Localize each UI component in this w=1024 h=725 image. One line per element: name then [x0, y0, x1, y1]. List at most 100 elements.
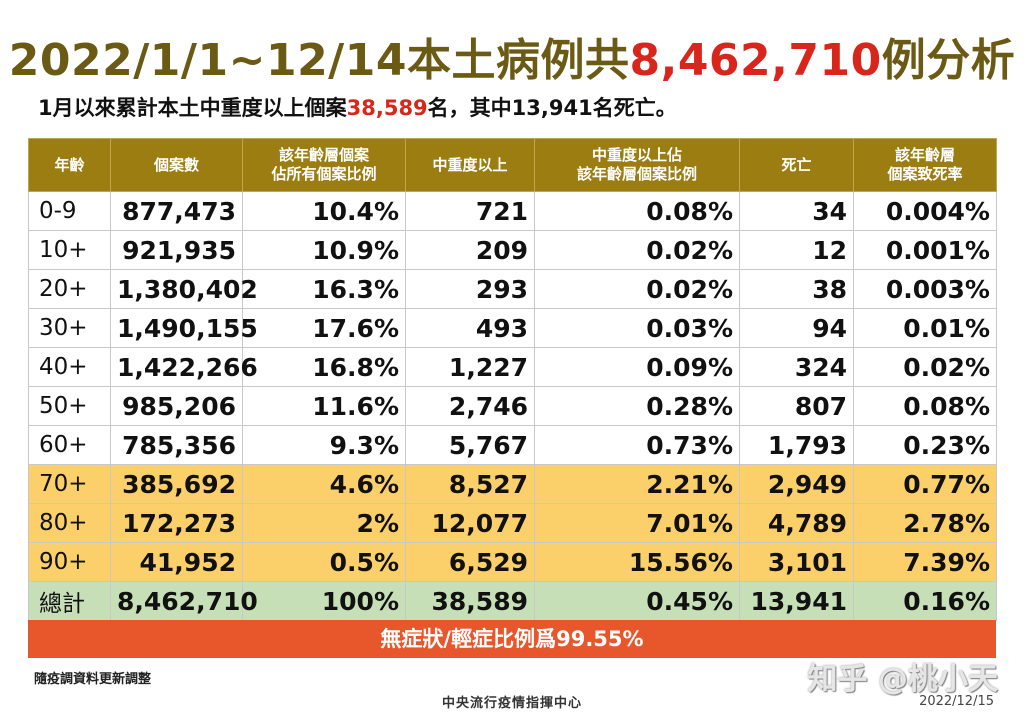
- cell-fatality-rate-age-10: 0.001%: [853, 230, 997, 270]
- cell-case-share-age-90: 0.5%: [242, 542, 406, 582]
- cell-severe-share-age-90: 15.56%: [534, 542, 740, 582]
- cell-severe-share-age-80: 7.01%: [534, 503, 740, 543]
- cell-age-age-10: 10+: [28, 230, 111, 270]
- column-header: 該年齡層個案 佔所有個案比例: [242, 138, 406, 192]
- cell-age-age-40: 40+: [28, 347, 111, 387]
- cell-age-age-80: 80+: [28, 503, 111, 543]
- cell-age-age-20: 20+: [28, 269, 111, 309]
- cell-age-age-30: 30+: [28, 308, 111, 348]
- cell-case-share-age-40: 16.8%: [242, 347, 406, 387]
- table-row: 80+ 172,273 2% 12,077 7.01% 4,789 2.78%: [28, 503, 997, 543]
- subtitle-suffix: 名，其中13,941名死亡。: [427, 96, 677, 120]
- cell-severe-share-total: 0.45%: [534, 581, 740, 621]
- cell-death-count-age-50: 807: [739, 386, 854, 426]
- cell-case-count-age-0-9: 877,473: [110, 191, 243, 231]
- cell-severe-count-age-60: 5,767: [405, 425, 535, 465]
- cell-fatality-rate-age-0-9: 0.004%: [853, 191, 997, 231]
- cell-case-share-age-60: 9.3%: [242, 425, 406, 465]
- cell-fatality-rate-age-30: 0.01%: [853, 308, 997, 348]
- cell-death-count-age-20: 38: [739, 269, 854, 309]
- update-note: 隨疫調資料更新調整: [34, 672, 152, 687]
- cell-age-age-50: 50+: [28, 386, 111, 426]
- cell-case-share-age-0-9: 10.4%: [242, 191, 406, 231]
- table-row: 總計 8,462,710 100% 38,589 0.45% 13,941 0.16%: [28, 581, 997, 621]
- column-header: 該年齡層 個案致死率: [853, 138, 997, 192]
- cell-severe-count-age-20: 293: [405, 269, 535, 309]
- column-header: 死亡: [739, 138, 854, 192]
- cell-death-count-age-90: 3,101: [739, 542, 854, 582]
- cell-case-count-age-70: 385,692: [110, 464, 243, 504]
- cell-case-count-age-80: 172,273: [110, 503, 243, 543]
- cell-fatality-rate-age-90: 7.39%: [853, 542, 997, 582]
- cell-case-count-age-20: 1,380,402: [110, 269, 258, 309]
- cell-severe-count-total: 38,589: [405, 581, 535, 621]
- column-header: 中重度以上佔 該年齡層個案比例: [534, 138, 740, 192]
- cell-severe-count-age-90: 6,529: [405, 542, 535, 582]
- cell-case-count-age-30: 1,490,155: [110, 308, 258, 348]
- cell-severe-share-age-20: 0.02%: [534, 269, 740, 309]
- cell-death-count-total: 13,941: [739, 581, 854, 621]
- cell-severe-count-age-10: 209: [405, 230, 535, 270]
- cell-case-share-total: 100%: [242, 581, 406, 621]
- page-subtitle: 1月以來累計本土中重度以上個案38,589名，其中13,941名死亡。: [38, 92, 677, 122]
- table-row: 60+ 785,356 9.3% 5,767 0.73% 1,793 0.23%: [28, 425, 997, 465]
- table-row: 50+ 985,206 11.6% 2,746 0.28% 807 0.08%: [28, 386, 997, 426]
- cell-age-total: 總計: [28, 581, 111, 621]
- title-prefix: 2022/1/1~12/14本土病例共: [8, 35, 630, 86]
- cell-severe-share-age-40: 0.09%: [534, 347, 740, 387]
- cell-case-count-age-40: 1,422,266: [110, 347, 258, 387]
- cell-severe-share-age-70: 2.21%: [534, 464, 740, 504]
- table-row: 30+ 1,490,155 17.6% 493 0.03% 94 0.01%: [28, 308, 997, 348]
- cell-death-count-age-0-9: 34: [739, 191, 854, 231]
- cell-severe-share-age-10: 0.02%: [534, 230, 740, 270]
- watermark: 知乎 @桃小天: [807, 662, 998, 697]
- cell-case-count-age-60: 785,356: [110, 425, 243, 465]
- publish-date: 2022/12/15: [919, 694, 994, 709]
- cell-death-count-age-70: 2,949: [739, 464, 854, 504]
- organization-name: 中央流行疫情指揮中心: [441, 696, 582, 711]
- column-header: 個案數: [110, 138, 243, 192]
- cell-fatality-rate-total: 0.16%: [853, 581, 997, 621]
- table-row: 20+ 1,380,402 16.3% 293 0.02% 38 0.003%: [28, 269, 997, 309]
- table-row: 10+ 921,935 10.9% 209 0.02% 12 0.001%: [28, 230, 997, 270]
- cell-case-share-age-30: 17.6%: [242, 308, 406, 348]
- cell-severe-count-age-80: 12,077: [405, 503, 535, 543]
- cell-fatality-rate-age-40: 0.02%: [853, 347, 997, 387]
- table-body: 0-9 877,473 10.4% 721 0.08% 34 0.004% 10+ 921,93…: [28, 191, 997, 621]
- cell-case-count-age-10: 921,935: [110, 230, 243, 270]
- cell-fatality-rate-age-60: 0.23%: [853, 425, 997, 465]
- cell-death-count-age-40: 324: [739, 347, 854, 387]
- cell-severe-count-age-70: 8,527: [405, 464, 535, 504]
- cell-severe-share-age-0-9: 0.08%: [534, 191, 740, 231]
- cell-fatality-rate-age-20: 0.003%: [853, 269, 997, 309]
- column-header: 年齡: [28, 138, 111, 192]
- cell-severe-share-age-50: 0.28%: [534, 386, 740, 426]
- cell-case-count-age-50: 985,206: [110, 386, 243, 426]
- cell-age-age-90: 90+: [28, 542, 111, 582]
- cell-fatality-rate-age-80: 2.78%: [853, 503, 997, 543]
- table-row: 0-9 877,473 10.4% 721 0.08% 34 0.004%: [28, 191, 997, 231]
- cell-case-share-age-10: 10.9%: [242, 230, 406, 270]
- table-row: 40+ 1,422,266 16.8% 1,227 0.09% 324 0.02%: [28, 347, 997, 387]
- cell-severe-count-age-30: 493: [405, 308, 535, 348]
- cell-severe-count-age-40: 1,227: [405, 347, 535, 387]
- cell-death-count-age-60: 1,793: [739, 425, 854, 465]
- cell-death-count-age-10: 12: [739, 230, 854, 270]
- cell-age-age-0-9: 0-9: [28, 191, 111, 231]
- page-title: 2022/1/1~12/14本土病例共8,462,710例分析: [0, 24, 1024, 88]
- title-total-cases: 8,462,710: [629, 35, 882, 86]
- cell-age-age-70: 70+: [28, 464, 111, 504]
- cell-severe-count-age-0-9: 721: [405, 191, 535, 231]
- table-header-row: 年齡 個案數 該年齡層個案 佔所有個案比例 中重度以上 中重度以上佔 該年齡層個…: [28, 138, 997, 192]
- cell-case-share-age-20: 16.3%: [242, 269, 406, 309]
- subtitle-prefix: 1月以來累計本土中重度以上個案: [38, 96, 347, 120]
- cell-death-count-age-30: 94: [739, 308, 854, 348]
- cell-fatality-rate-age-70: 0.77%: [853, 464, 997, 504]
- cell-case-share-age-70: 4.6%: [242, 464, 406, 504]
- title-suffix: 例分析: [881, 35, 1016, 86]
- table-row: 90+ 41,952 0.5% 6,529 15.56% 3,101 7.39%: [28, 542, 997, 582]
- cell-death-count-age-80: 4,789: [739, 503, 854, 543]
- cell-case-share-age-80: 2%: [242, 503, 406, 543]
- subtitle-severe-count: 38,589: [346, 96, 428, 120]
- cell-severe-share-age-60: 0.73%: [534, 425, 740, 465]
